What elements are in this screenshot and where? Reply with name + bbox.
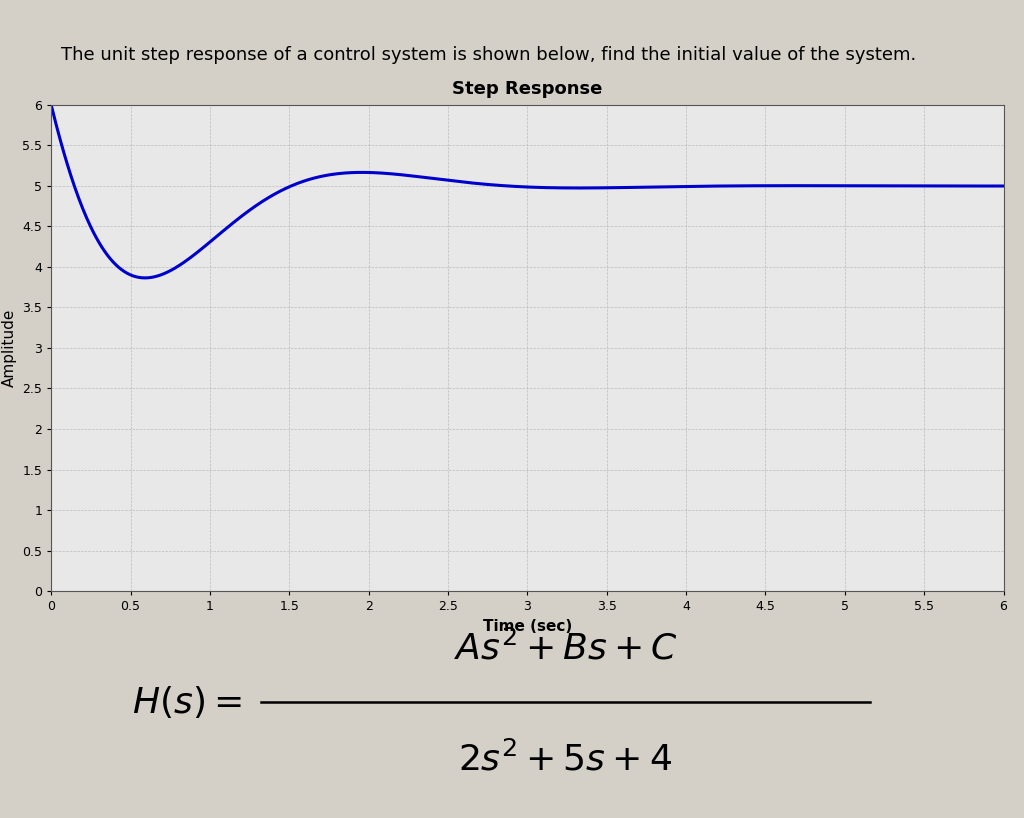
Title: Step Response: Step Response	[453, 80, 602, 98]
Y-axis label: Amplitude: Amplitude	[2, 309, 16, 387]
Text: The unit step response of a control system is shown below, find the initial valu: The unit step response of a control syst…	[60, 46, 916, 64]
X-axis label: Time (sec): Time (sec)	[482, 618, 572, 634]
Text: $\mathit{H(s)=}$: $\mathit{H(s)=}$	[132, 685, 242, 721]
Text: $\mathit{As^2 + Bs + C}$: $\mathit{As^2 + Bs + C}$	[454, 631, 677, 667]
Text: $\mathit{2s^2 + 5s + 4}$: $\mathit{2s^2 + 5s + 4}$	[459, 742, 673, 778]
